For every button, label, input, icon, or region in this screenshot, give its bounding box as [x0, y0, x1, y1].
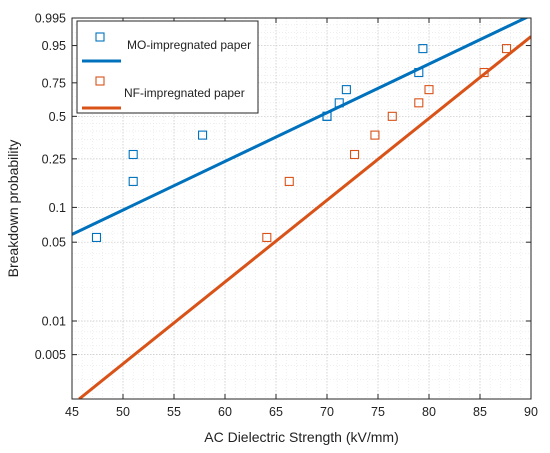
data-point-mo	[341, 85, 351, 95]
data-point-nf	[262, 232, 272, 243]
legend-marker-mo	[95, 32, 105, 42]
y-tick-label: 0.05	[42, 236, 66, 250]
data-point-nf	[284, 176, 294, 186]
y-tick-label: 0.005	[35, 348, 66, 362]
y-tick-label: 0.25	[42, 152, 66, 166]
data-point-nf	[387, 111, 397, 121]
legend-label-nf: NF-impregnated paper	[124, 86, 245, 100]
legend-label-mo: MO-impregnated paper	[127, 38, 251, 52]
y-tick-label: 0.75	[42, 76, 66, 90]
y-axis-ticks: 0.005 0.01 0.05 0.1 0.25 0.5 0.75 0.95 0.995	[35, 12, 531, 362]
fit-lines	[72, 18, 531, 399]
y-tick-label: 0.995	[35, 12, 66, 26]
x-axis-label: AC Dielectric Strength (kV/mm)	[204, 429, 398, 445]
data-point-nf	[414, 98, 424, 108]
plot-frame	[71, 17, 532, 400]
x-tick-label: 90	[524, 405, 538, 419]
data-point-mo	[322, 111, 332, 121]
data-point-nf	[479, 67, 489, 78]
legend-box	[76, 20, 259, 114]
data-point-mo	[91, 232, 102, 243]
data-markers	[91, 44, 512, 243]
data-point-mo	[418, 44, 428, 54]
data-point-nf	[370, 130, 380, 140]
y-tick-label: 0.95	[42, 39, 66, 53]
legend-marker-nf	[95, 76, 105, 86]
x-tick-label: 85	[473, 405, 487, 419]
data-point-mo	[128, 176, 138, 186]
y-tick-label: 0.5	[49, 110, 66, 124]
data-point-mo	[334, 98, 344, 108]
x-tick-label: 60	[218, 405, 232, 419]
fit-line-nf	[78, 35, 531, 399]
x-tick-label: 75	[371, 405, 385, 419]
data-point-nf	[349, 149, 360, 160]
x-tick-label: 80	[422, 405, 436, 419]
data-point-mo	[198, 130, 208, 140]
x-tick-label: 65	[269, 405, 283, 419]
legend: MO-impregnated paper NF-impregnated pape…	[76, 20, 259, 114]
x-axis-ticks: 45 50 55 60 65 70 75 80 85 90	[65, 18, 538, 419]
y-tick-label: 0.01	[42, 314, 66, 328]
data-point-mo	[128, 149, 138, 160]
y-tick-label: 0.1	[49, 201, 66, 215]
x-tick-label: 70	[320, 405, 334, 419]
y-axis-label: Breakdown probability	[5, 140, 21, 278]
data-point-nf	[424, 85, 434, 95]
x-tick-label: 45	[65, 405, 79, 419]
data-point-nf	[501, 44, 512, 54]
fit-line-mo	[72, 18, 529, 236]
x-tick-label: 50	[116, 405, 130, 419]
x-tick-label: 55	[167, 405, 181, 419]
data-point-mo	[414, 67, 424, 78]
